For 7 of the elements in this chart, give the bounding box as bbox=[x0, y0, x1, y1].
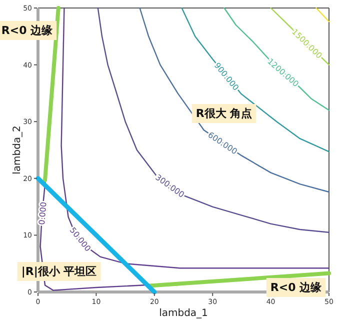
line-series bbox=[97, 7, 330, 233]
y-axis-title: lambda_2 bbox=[12, 126, 23, 174]
annotation: |R|很小 平坦区 bbox=[21, 265, 97, 278]
annotation: R<0 边缘 bbox=[270, 281, 322, 294]
x-axis-title: lambda_1 bbox=[159, 308, 208, 319]
annotation: R很大 角点 bbox=[196, 107, 252, 120]
annotation: R<0 边缘 bbox=[1, 24, 53, 37]
